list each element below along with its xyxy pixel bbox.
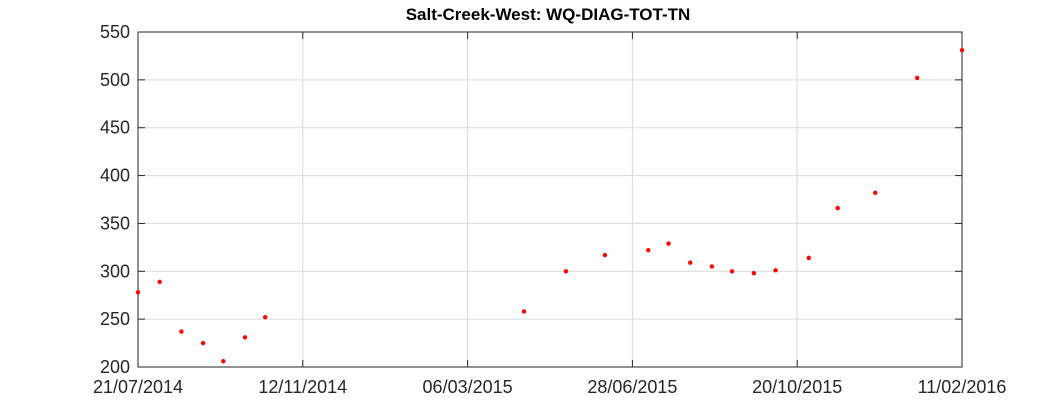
x-tick-label: 21/07/2014 [93, 377, 183, 397]
ticks: 200 250 300 350 400 450 500 550 21/07/2014 12/11/… [93, 22, 1006, 397]
data-point [873, 190, 878, 195]
data-point [242, 335, 248, 340]
data-point [688, 260, 693, 265]
data-point [646, 248, 651, 253]
y-tick-label: 450 [100, 118, 130, 138]
plot-area [137, 31, 963, 368]
x-tick-label: 06/03/2015 [423, 377, 513, 397]
y-tick-label: 200 [100, 357, 130, 377]
data-point [157, 279, 162, 285]
data-point [959, 47, 965, 53]
y-tick-label: 500 [100, 70, 130, 90]
x-tick-label: 11/02/2016 [918, 377, 1007, 397]
x-tick-label: 12/11/2014 [258, 377, 347, 397]
y-tick-label: 350 [100, 213, 130, 233]
data-points [135, 47, 965, 364]
data-point [563, 269, 569, 274]
data-point [914, 75, 920, 81]
data-point [135, 290, 141, 295]
y-tick-label: 400 [100, 166, 130, 186]
data-point [200, 340, 206, 346]
data-point [729, 269, 735, 274]
data-point [263, 315, 268, 320]
data-point [179, 329, 184, 334]
data-point [751, 271, 757, 276]
data-point [709, 264, 715, 269]
x-tick-label: 28/06/2015 [587, 377, 677, 397]
data-point [773, 268, 778, 273]
chart-title: Salt-Creek-West: WQ-DIAG-TOT-TN [406, 5, 691, 24]
y-tick-label: 250 [100, 309, 130, 329]
data-point [806, 255, 811, 261]
x-tick-label: 20/10/2015 [752, 377, 842, 397]
data-point [521, 309, 527, 314]
data-point [221, 359, 226, 364]
y-tick-label: 550 [100, 22, 130, 42]
data-point [602, 252, 608, 258]
data-point [666, 241, 671, 246]
grid [138, 32, 962, 367]
y-tick-label: 300 [100, 261, 130, 281]
data-point [835, 205, 840, 211]
